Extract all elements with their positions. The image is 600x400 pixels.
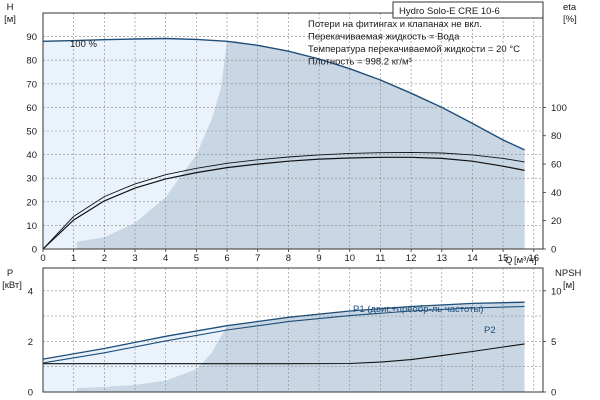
y-left-tick-label: 90 [26,32,37,43]
chart-note: Плотность = 998.2 кг/м³ [308,57,412,68]
chart-title-box [392,1,544,19]
bottom-y-right-tick-label: 5 [551,337,556,348]
series-p1-label: P1 (двиг.+преобр-ль частоты) [353,304,483,315]
series-efficiency-curve-2 [42,151,525,250]
y-right-tick-label: 0 [551,245,556,256]
y-right-tick-label: 100 [551,103,567,114]
x-tick-label: 5 [194,253,199,264]
y-left-tick-label: 50 [26,127,37,138]
x-tick-label: 10 [344,253,355,264]
x-tick-label: 16 [529,253,540,264]
bottom-y-right-tick-label: 0 [551,388,556,399]
y-left-tick-label: 30 [26,174,37,185]
x-tick-label: 6 [224,253,229,264]
x-tick-label: 9 [316,253,321,264]
bottom-y-left-tick-label: 2 [28,337,33,348]
bottom-plot-border [42,267,544,393]
y-left-tick-label: 10 [26,221,37,232]
x-tick-label: 2 [102,253,107,264]
x-tick-label: 8 [286,253,291,264]
series-npsh-curve [43,343,525,365]
preferred-range-area [76,41,525,249]
y-left-tick-label: 20 [26,197,37,208]
y-left-tick-label: 40 [26,150,37,161]
y-left-tick-label: 60 [26,103,37,114]
x-tick-label: 4 [163,253,168,264]
bottom-y-left-tick-label: 4 [28,286,33,297]
x-tick-label: 7 [255,253,260,264]
series-p1-curve [42,301,525,360]
bottom-y-left-axis-label: P [7,268,13,279]
bottom-shaded-area [76,302,525,392]
chart-note: Температура перекачиваемой жидкости = 20… [308,44,520,55]
x-tick-label: 13 [436,253,447,264]
chart-note: Потери на фитингах и клапанах не вкл. [308,19,482,30]
x-tick-label: 1 [71,253,76,264]
x-tick-label: 0 [40,253,45,264]
x-axis-unit: [м³/ч] [514,255,537,266]
y-right-tick-label: 40 [551,188,562,199]
top-plot-border [42,12,544,250]
x-tick-label: 3 [132,253,137,264]
x-axis-label: Q [505,255,512,266]
bottom-y-left-axis-unit: [кВт] [2,280,22,291]
y-right-tick-label: 60 [551,160,562,171]
bottom-y-left-tick-label: 0 [28,388,33,399]
chart-title: Hydro Solo-E CRE 10-6 [399,6,500,17]
y-left-tick-label: 70 [26,79,37,90]
x-tick-label: 11 [375,253,385,264]
x-tick-label: 12 [406,253,417,264]
bottom-y-right-axis-label: NPSH [555,268,582,279]
series-efficiency-curve-1 [42,156,525,250]
y-left-tick-label: 80 [26,56,37,67]
y-right-axis-label: eta [563,2,577,13]
speed-label: 100 % [70,39,97,50]
y-left-axis-unit: [м] [4,14,16,25]
series-p2-label: P2 [484,325,496,336]
series-head-curve [42,37,525,151]
bottom-y-right-axis-unit: [м] [563,280,575,291]
bottom-y-right-tick-label: 10 [551,286,562,297]
chart-note: Перекачиваемая жидкость = Вода [308,32,460,43]
x-tick-label: 15 [498,253,509,264]
x-tick-label: 14 [467,253,478,264]
y-left-tick-label: 0 [32,245,37,256]
y-right-axis-unit: [%] [563,14,577,25]
series-p2-curve [42,305,525,364]
y-left-axis-label: H [7,2,14,13]
y-right-tick-label: 80 [551,131,562,142]
y-right-tick-label: 20 [551,216,562,227]
